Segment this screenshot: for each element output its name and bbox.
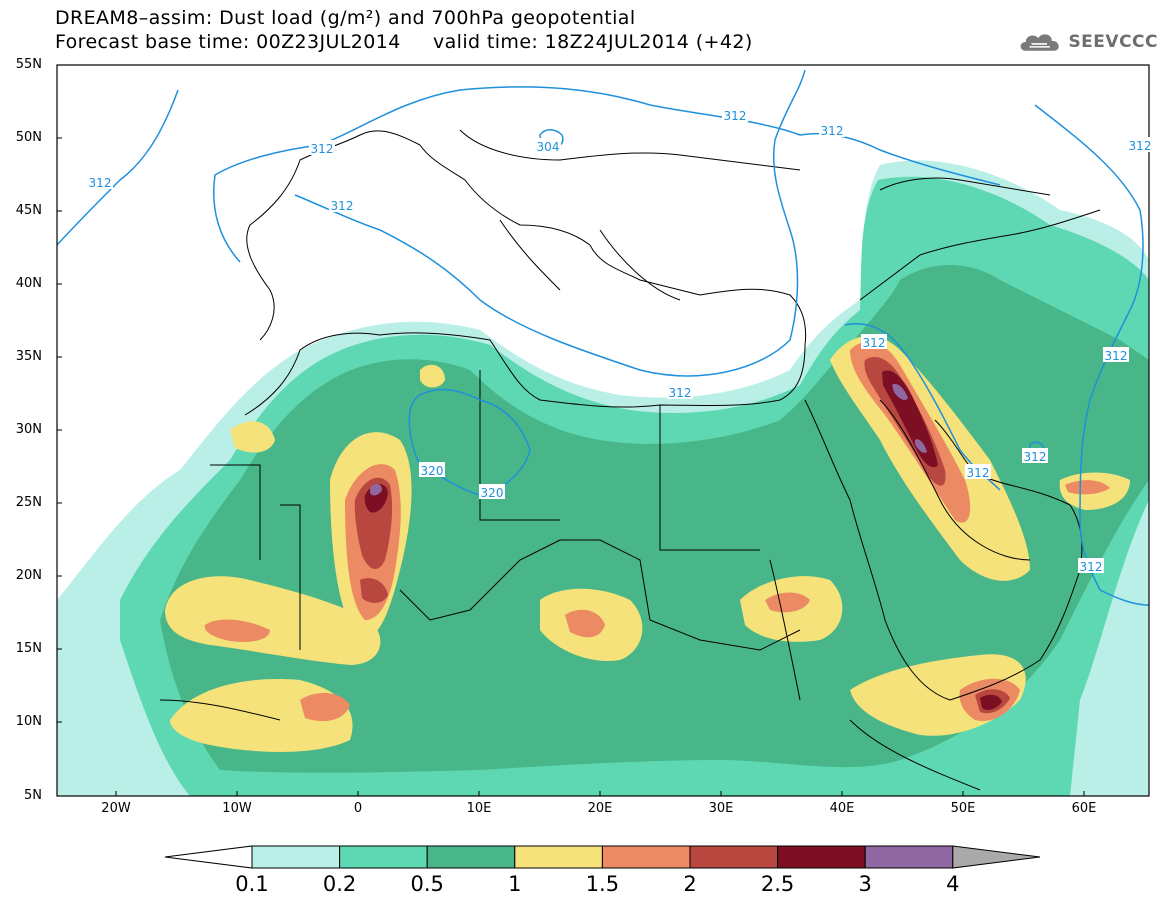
lat-label: 10N [15, 714, 42, 729]
colorbar-left-arrow [164, 845, 253, 869]
colorbar-label: 0.1 [235, 872, 269, 896]
contour-label-bg [479, 484, 505, 499]
contour-label: 312 [821, 124, 844, 138]
colorbar-label: 0.5 [410, 872, 444, 896]
chart-subtitle: Forecast base time: 00Z23JUL2014 valid t… [55, 31, 753, 53]
lat-label: 15N [15, 641, 42, 656]
lat-label: 25N [15, 495, 42, 510]
colorbar-swatch [777, 845, 866, 869]
lat-label: 20N [15, 568, 42, 583]
contour-label-bg [419, 462, 445, 477]
contour-label: 312 [1129, 139, 1152, 153]
lat-label: 30N [15, 422, 42, 437]
contour-label-bg [87, 174, 113, 189]
contour-label-bg [1022, 448, 1048, 463]
contour-label: 312 [724, 109, 747, 123]
lon-label: 40E [829, 801, 855, 816]
lon-label: 20E [587, 801, 613, 816]
contour-label-bg [309, 140, 335, 155]
lon-label: 0 [353, 801, 363, 816]
colorbar-label: 4 [946, 872, 960, 896]
tick-marks [57, 64, 1085, 796]
contour-label: 312 [331, 199, 354, 213]
contour-label: 304 [537, 140, 560, 154]
colorbar-swatch [514, 845, 603, 869]
colorbar-label: 2 [683, 872, 697, 896]
contour-label-bg [1127, 137, 1153, 152]
colorbar-label: 0.2 [322, 872, 357, 896]
chart-title: DREAM8–assim: Dust load (g/m²) and 700hP… [55, 7, 636, 29]
colorbar-swatch [426, 845, 516, 869]
contour-labels: 312 312 312 304 312 312 312 312 312 320 320 312 312 3… [87, 107, 1153, 574]
colorbar-swatch [339, 845, 428, 869]
lat-label: 40N [15, 276, 42, 291]
lat-label: 5N [24, 788, 42, 803]
contour-label: 320 [481, 486, 504, 500]
colorbar-swatch [864, 845, 954, 869]
lon-label: 10W [222, 801, 252, 816]
colorbar [164, 845, 1041, 869]
contour-label: 312 [967, 466, 990, 480]
contour-label-bg [667, 384, 693, 399]
contour-label-bg [819, 122, 845, 137]
dust-region-2.5 [364, 370, 1002, 710]
lat-label: 50N [15, 130, 42, 145]
lon-label: 20W [101, 801, 131, 816]
colorbar-swatch [689, 845, 779, 869]
dust-field [57, 69, 1149, 796]
contour-label-bg [535, 138, 561, 153]
contour-label-bg [1078, 558, 1104, 573]
contour-label: 312 [1024, 450, 1047, 464]
colorbar-label: 2.5 [760, 872, 795, 896]
contour-label: 312 [89, 176, 112, 190]
contour-label: 312 [1105, 349, 1128, 363]
contour-label-bg [1103, 347, 1129, 362]
colorbar-swatch [601, 845, 691, 869]
colorbar-label: 1.5 [585, 872, 620, 896]
cloud-icon [1020, 34, 1059, 51]
geopotential-contours [57, 69, 1149, 606]
contour-label-bg [722, 107, 748, 122]
logo-text: SEEVCCC [1068, 32, 1158, 52]
contour-label: 312 [1080, 560, 1103, 574]
contour-label-bg [329, 197, 355, 212]
lon-label: 60E [1071, 801, 1097, 816]
colorbar-right-arrow [952, 845, 1041, 869]
dust-region-3 [370, 383, 927, 496]
contour-label: 312 [311, 142, 334, 156]
contour-label: 312 [863, 336, 886, 350]
colorbar-label: 1 [508, 872, 522, 896]
contour-label: 320 [421, 464, 444, 478]
colorbar-label: 3 [858, 872, 872, 896]
lat-label: 35N [15, 349, 42, 364]
lon-label: 50E [950, 801, 976, 816]
colorbar-swatch [251, 845, 341, 869]
lat-label: 45N [15, 203, 42, 218]
seevccc-logo: SEEVCCC [1018, 28, 1158, 56]
contour-label: 312 [669, 386, 692, 400]
lat-label: 55N [15, 57, 42, 72]
lon-label: 10E [466, 801, 492, 816]
contour-label-bg [861, 334, 887, 349]
lon-label: 30E [708, 801, 734, 816]
contour-label-bg [965, 464, 991, 479]
